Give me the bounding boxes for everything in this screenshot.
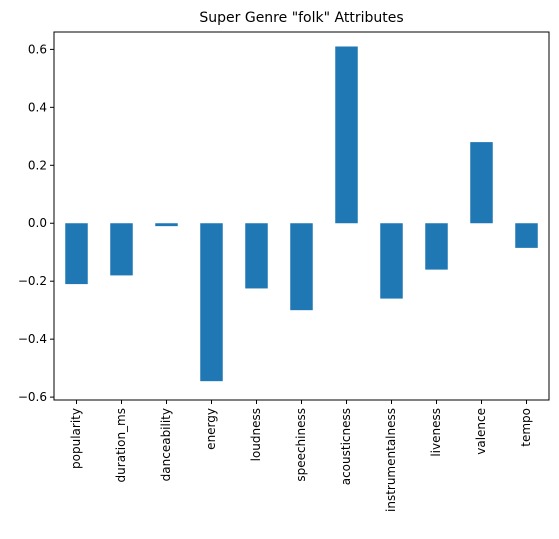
bars-group <box>65 46 538 382</box>
bar-popularity <box>65 223 88 285</box>
y-axis-ticks: −0.6 −0.4 −0.2 0.0 0.2 0.4 0.6 <box>18 42 54 404</box>
x-tick-label: loudness <box>249 408 263 461</box>
x-tick-label: speechiness <box>294 408 308 482</box>
bar-energy <box>200 223 223 382</box>
y-tick-label: 0.6 <box>28 42 47 56</box>
bar-acousticness <box>335 46 358 224</box>
x-tick-label: liveness <box>429 408 443 457</box>
y-tick-label: −0.6 <box>18 390 47 404</box>
bar-speechiness <box>290 223 313 311</box>
x-tick-label: duration_ms <box>114 408 128 482</box>
plot-frame <box>53 31 550 401</box>
bar-tempo <box>515 223 538 248</box>
bar-danceability <box>155 223 178 227</box>
x-axis-ticks: popularity duration_ms danceability energy l… <box>69 400 533 512</box>
x-tick-label: valence <box>474 408 488 455</box>
x-tick-label: danceability <box>159 408 173 481</box>
bar-valence <box>470 142 493 224</box>
x-tick-label: energy <box>204 408 218 450</box>
chart-title: Super Genre "folk" Attributes <box>199 10 403 26</box>
y-tick-label: 0.0 <box>28 216 47 230</box>
y-tick-label: 0.4 <box>28 100 47 114</box>
x-tick-label: acousticness <box>339 408 353 485</box>
bar-instrumentalness <box>380 223 403 299</box>
y-tick-label: −0.4 <box>18 332 47 346</box>
bar-duration_ms <box>110 223 133 276</box>
y-tick-label: −0.2 <box>18 274 47 288</box>
x-tick-label: tempo <box>519 408 533 447</box>
y-tick-label: 0.2 <box>28 158 47 172</box>
bar-liveness <box>425 223 448 270</box>
x-tick-label: instrumentalness <box>384 408 398 512</box>
x-tick-label: popularity <box>69 408 83 469</box>
bar-loudness <box>245 223 268 289</box>
